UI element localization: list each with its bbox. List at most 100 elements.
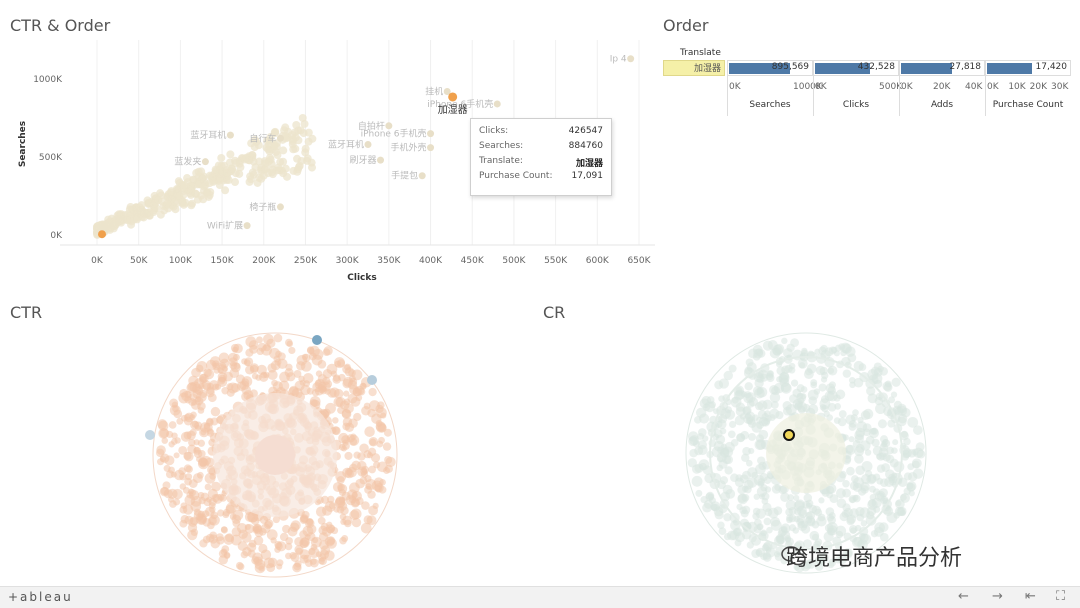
scatter-point[interactable]: [276, 134, 284, 142]
bubble[interactable]: [827, 390, 838, 402]
bubble[interactable]: [301, 353, 309, 360]
order-cell[interactable]: 17,420: [985, 60, 1071, 76]
bubble[interactable]: [178, 445, 188, 455]
bubble[interactable]: [343, 390, 350, 397]
ctr-bubble-chart[interactable]: [125, 325, 425, 585]
bubble[interactable]: [813, 388, 821, 395]
bubble[interactable]: [309, 558, 319, 568]
bubble[interactable]: [903, 472, 912, 481]
bubble[interactable]: [229, 368, 240, 379]
bubble[interactable]: [725, 398, 732, 406]
order-cell[interactable]: 895,569: [727, 60, 813, 76]
bubble[interactable]: [911, 458, 922, 469]
bubble[interactable]: [702, 502, 712, 513]
scatter-point[interactable]: [276, 203, 284, 211]
scatter-point[interactable]: [231, 178, 240, 187]
scatter-point[interactable]: [267, 168, 276, 177]
bubble[interactable]: [722, 484, 733, 495]
scatter-point[interactable]: [231, 159, 240, 168]
bubble[interactable]: [809, 530, 820, 541]
bubble[interactable]: [751, 471, 759, 479]
bubble[interactable]: [145, 430, 155, 440]
bubble[interactable]: [702, 465, 713, 475]
bubble[interactable]: [801, 524, 811, 534]
bubble[interactable]: [770, 401, 779, 409]
bubble[interactable]: [907, 416, 919, 428]
bubble[interactable]: [881, 463, 891, 472]
bubble[interactable]: [897, 416, 907, 427]
bubble[interactable]: [878, 488, 888, 498]
bubble[interactable]: [895, 499, 905, 509]
bubble[interactable]: [351, 517, 362, 528]
scatter-point[interactable]: [627, 55, 635, 63]
bubble[interactable]: [810, 381, 818, 389]
bubble[interactable]: [308, 547, 316, 556]
scatter-point[interactable]: [279, 146, 288, 155]
bubble[interactable]: [377, 423, 387, 433]
scatter-point[interactable]: [245, 177, 254, 186]
bubble[interactable]: [781, 337, 788, 345]
bubble[interactable]: [164, 455, 175, 466]
bubble[interactable]: [798, 362, 806, 369]
bubble[interactable]: [260, 549, 272, 560]
scatter-point[interactable]: [102, 221, 111, 230]
scatter-point[interactable]: [247, 139, 256, 148]
bubble[interactable]: [903, 487, 911, 496]
bubble[interactable]: [774, 483, 782, 491]
bubble[interactable]: [818, 383, 827, 392]
bubble[interactable]: [764, 508, 773, 517]
bubble[interactable]: [850, 414, 858, 422]
scatter-point[interactable]: [98, 230, 107, 239]
bubble[interactable]: [762, 552, 772, 562]
bubble[interactable]: [235, 561, 244, 570]
bubble[interactable]: [840, 349, 847, 357]
bubble[interactable]: [842, 503, 851, 512]
bubble[interactable]: [780, 525, 788, 533]
bubble[interactable]: [713, 408, 720, 415]
scatter-point[interactable]: [217, 153, 226, 162]
bubble[interactable]: [882, 497, 889, 504]
first-icon[interactable]: ⇤: [1025, 589, 1036, 604]
bubble[interactable]: [891, 377, 901, 387]
bubble[interactable]: [716, 419, 727, 430]
bubble[interactable]: [232, 519, 241, 528]
bubble[interactable]: [697, 440, 707, 450]
bubble[interactable]: [194, 424, 201, 432]
bubble[interactable]: [893, 512, 900, 519]
bubble[interactable]: [222, 508, 231, 517]
bubble[interactable]: [818, 497, 825, 504]
scatter-point[interactable]: [283, 172, 292, 181]
bubble[interactable]: [808, 404, 819, 415]
bubble[interactable]: [272, 515, 280, 524]
bubble[interactable]: [846, 466, 855, 476]
bubble[interactable]: [223, 551, 231, 559]
bubble[interactable]: [197, 439, 206, 447]
scatter-point[interactable]: [254, 141, 263, 150]
bubble[interactable]: [161, 437, 169, 444]
bubble[interactable]: [263, 557, 275, 569]
bubble[interactable]: [217, 367, 224, 374]
bubble[interactable]: [219, 358, 230, 369]
scatter-point[interactable]: [164, 204, 173, 213]
bubble[interactable]: [796, 384, 805, 393]
bubble[interactable]: [761, 412, 770, 421]
bubble[interactable]: [730, 439, 739, 447]
bubble[interactable]: [871, 373, 883, 384]
bubble[interactable]: [298, 375, 305, 383]
bubble[interactable]: [304, 533, 311, 541]
scatter-point[interactable]: [288, 131, 297, 140]
bubble[interactable]: [845, 444, 854, 454]
bubble[interactable]: [156, 458, 164, 466]
bubble[interactable]: [834, 344, 842, 352]
bubble[interactable]: [329, 387, 340, 398]
scatter-point[interactable]: [174, 177, 183, 186]
bubble[interactable]: [828, 381, 837, 389]
highlighted-point[interactable]: [448, 92, 458, 102]
bubble[interactable]: [871, 438, 880, 447]
bubble[interactable]: [763, 517, 772, 526]
bubble[interactable]: [248, 539, 257, 548]
bubble[interactable]: [888, 396, 896, 404]
bubble[interactable]: [815, 365, 826, 376]
bubble[interactable]: [382, 442, 392, 451]
bubble[interactable]: [178, 467, 187, 475]
